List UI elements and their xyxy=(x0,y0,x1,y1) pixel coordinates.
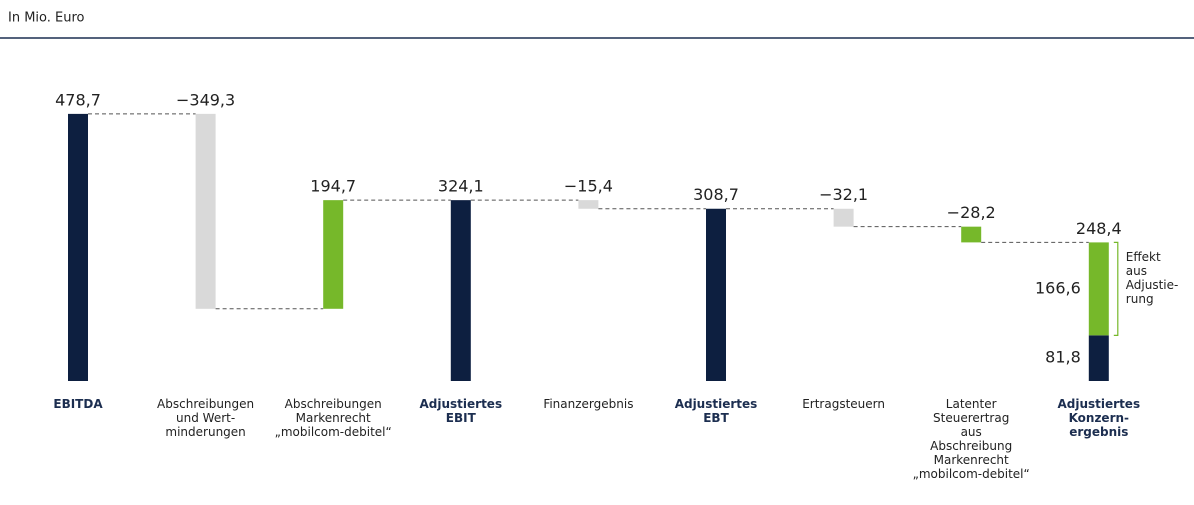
bar-segment xyxy=(1088,242,1109,336)
category-label: EBITDA xyxy=(53,397,103,411)
category-label: Latenter Steuerertrag aus Abschreibung M… xyxy=(912,397,1030,481)
value-label: 478,7 xyxy=(55,90,101,109)
category-label: Abschreibungen Markenrecht „mobilcom-deb… xyxy=(274,397,392,439)
bar xyxy=(961,226,982,243)
bar xyxy=(706,208,726,381)
bar xyxy=(68,113,88,381)
bar xyxy=(578,200,599,209)
segment-label: 81,8 xyxy=(1045,348,1081,367)
value-label: −15,4 xyxy=(564,177,613,196)
segment-label: 166,6 xyxy=(1035,278,1081,297)
subtitle: In Mio. Euro xyxy=(8,11,85,26)
category-label: Finanzergebnis xyxy=(543,397,634,411)
bracket xyxy=(1113,241,1119,336)
value-label: 248,4 xyxy=(1076,219,1122,238)
category-label: Ertragsteuern xyxy=(802,397,885,411)
value-label: −349,3 xyxy=(176,90,235,109)
bar xyxy=(323,200,344,309)
value-label: −32,1 xyxy=(819,185,868,204)
category-label: Adjustiertes EBIT xyxy=(419,397,503,425)
value-label: −28,2 xyxy=(947,203,996,222)
bar xyxy=(833,208,854,227)
annotation: Effekt aus Adjustie- rung xyxy=(1125,250,1179,307)
bar xyxy=(195,113,216,309)
value-label: 308,7 xyxy=(693,185,739,204)
category-label: Adjustiertes EBT xyxy=(674,397,758,425)
category-label: Abschreibungen und Wert- minderungen xyxy=(157,397,255,439)
category-label: Adjustiertes Konzern- ergebnis xyxy=(1057,397,1141,439)
value-label: 324,1 xyxy=(438,177,484,196)
value-label: 194,7 xyxy=(310,177,356,196)
bar xyxy=(450,200,471,381)
bar-segment xyxy=(1088,335,1109,381)
